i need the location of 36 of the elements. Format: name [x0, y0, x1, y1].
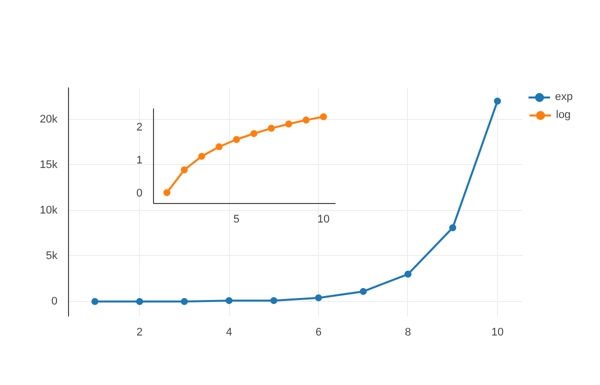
point: [404, 270, 412, 278]
point: [226, 297, 233, 304]
y-tick-label: 2: [136, 122, 143, 134]
point: [163, 189, 170, 196]
point: [320, 113, 327, 120]
point: [268, 124, 275, 132]
point: [198, 152, 206, 160]
point: [285, 120, 292, 128]
point: [180, 298, 188, 305]
point: [270, 297, 278, 304]
legend-label: exp: [555, 91, 574, 103]
x-tick-label: 8: [404, 326, 412, 338]
x-tick-label: 4: [226, 326, 232, 338]
y-tick-label: 0: [51, 295, 58, 308]
x-tick-label: 10: [491, 326, 504, 338]
point: [315, 294, 322, 302]
point: [91, 298, 98, 305]
point: [494, 98, 501, 105]
y-tick-label: 10k: [40, 204, 58, 216]
y-tick-label: 0: [136, 188, 143, 200]
y-tick-label: 15k: [40, 158, 58, 171]
legend-label: log: [556, 109, 572, 121]
point: [250, 130, 258, 138]
x-tick-label: 6: [315, 326, 322, 338]
x-tick-label: 10: [317, 214, 330, 226]
y-tick-label: 1: [136, 154, 143, 167]
x-tick-label: 5: [233, 214, 240, 226]
point: [449, 224, 456, 232]
point: [360, 288, 367, 295]
point: [136, 298, 144, 305]
point: [216, 143, 223, 150]
point: [180, 166, 188, 174]
point: [302, 116, 310, 124]
point: [232, 136, 240, 143]
y-tick-label: 20k: [40, 113, 58, 126]
y-tick-label: 5k: [46, 250, 58, 262]
